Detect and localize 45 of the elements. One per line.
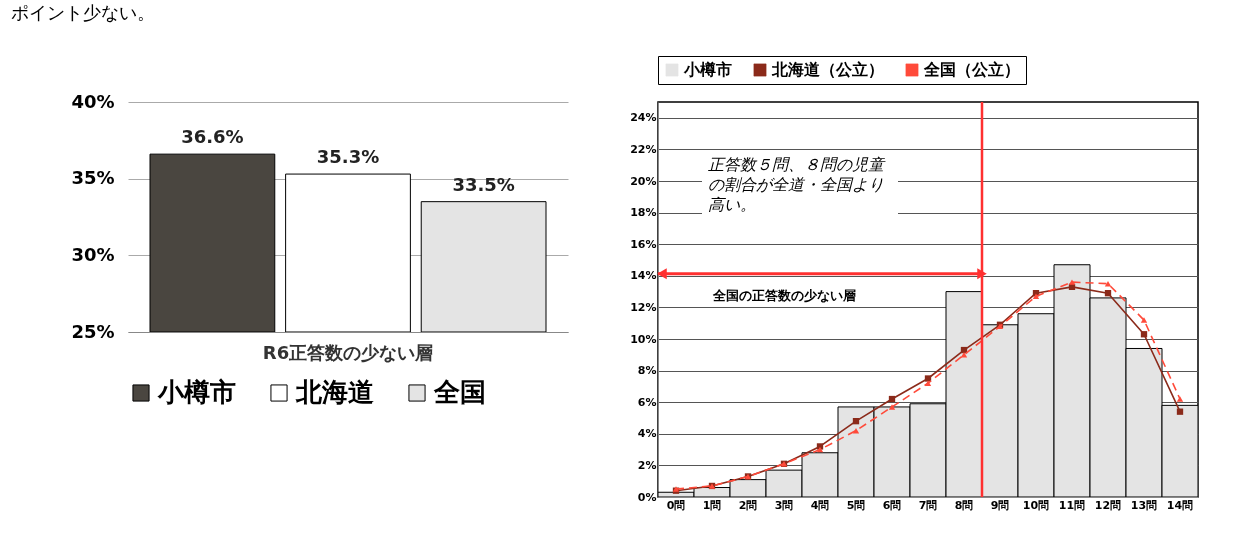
x-tick-label: 0問 [666, 498, 686, 512]
x-tick-label: 2問 [738, 498, 758, 512]
y-tick-label: 2% [637, 458, 657, 472]
y-tick-label: 14% [630, 269, 657, 283]
y-tick-label: 25% [71, 320, 115, 342]
legend-label: 北海道 [295, 377, 374, 407]
data-label: 33.5% [452, 173, 515, 195]
annotation: 正答数５問、８問の児童の割合が全道・全国より高い。 [708, 155, 886, 214]
legend-label: 小樽市 [683, 60, 732, 79]
y-tick-label: 18% [630, 206, 657, 220]
x-tick-label: 4問 [810, 498, 830, 512]
y-tick-label: 30% [71, 243, 115, 265]
data-label: 36.6% [181, 126, 244, 148]
annotation: 全国の正答数の少ない層 [712, 287, 856, 303]
y-tick-label: 24% [630, 111, 657, 125]
text: ポイント少ない。 [10, 2, 155, 23]
y-tick-label: 6% [637, 395, 657, 409]
x-tick-label: 9問 [990, 498, 1010, 512]
x-tick-label: 6問 [882, 498, 902, 512]
x-tick-label: 7問 [918, 498, 938, 512]
x-tick-label: 13問 [1130, 498, 1158, 512]
x-tick-label: R6正答数の少ない層 [262, 341, 434, 363]
y-tick-label: 35% [71, 167, 115, 189]
y-tick-label: 12% [630, 300, 657, 314]
y-tick-label: 0% [637, 490, 657, 504]
legend-label: 小樽市 [157, 377, 236, 407]
x-tick-label: 14問 [1166, 498, 1194, 512]
x-tick-label: 12問 [1094, 498, 1122, 512]
legend-label: 全国 [433, 377, 486, 407]
x-tick-label: 11問 [1058, 498, 1086, 512]
y-tick-label: 22% [630, 142, 657, 156]
y-tick-label: 40% [71, 90, 115, 112]
x-tick-label: 10問 [1022, 498, 1050, 512]
y-tick-label: 16% [630, 237, 657, 251]
y-tick-label: 8% [637, 364, 657, 378]
y-tick-label: 10% [630, 332, 657, 346]
data-label: 35.3% [316, 146, 380, 168]
x-tick-label: 1問 [702, 498, 722, 512]
x-tick-label: 5問 [846, 498, 866, 512]
legend-label: 北海道（公立） [771, 60, 884, 79]
y-tick-label: 4% [637, 427, 657, 441]
x-tick-label: 3問 [774, 498, 794, 512]
y-tick-label: 20% [630, 174, 657, 188]
legend-label: 全国（公立） [923, 60, 1020, 79]
x-tick-label: 8問 [954, 498, 974, 512]
